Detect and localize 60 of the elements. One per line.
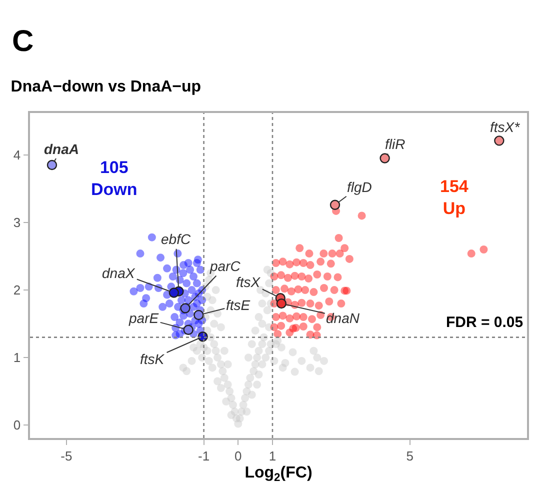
annotation: ftsX* [490, 119, 520, 135]
y-tick-label: 1 [13, 350, 21, 366]
point [168, 288, 180, 298]
point [494, 136, 504, 146]
point [192, 259, 201, 267]
point [183, 324, 194, 335]
text: C [12, 25, 34, 58]
annotation: parC [209, 258, 242, 274]
annotation: 105 Down [91, 158, 138, 200]
point [136, 250, 144, 258]
y-tick-label: 0 [13, 418, 21, 433]
chart-title: DnaA−down vs DnaA−up [10, 78, 202, 96]
x-tick-label: 0 [234, 448, 242, 464]
point [163, 264, 172, 272]
annotation: parE [128, 310, 160, 326]
annotation: dnaA [44, 141, 79, 157]
point [179, 269, 188, 278]
x-tick-label: -5 [60, 448, 72, 464]
annotation: flgD [347, 179, 372, 195]
point [170, 313, 179, 322]
y-tick-label: 3 [13, 215, 21, 230]
point [189, 272, 198, 281]
annotation: FDR = 0.05 [446, 314, 524, 331]
x-axis-title: Log$_{2}$(FC) [244, 464, 312, 484]
point [136, 284, 144, 292]
x-tick-label: 5 [406, 448, 414, 464]
point [380, 153, 390, 164]
point [196, 266, 204, 274]
point [165, 300, 174, 308]
annotation: ftsX [236, 274, 261, 290]
point [180, 303, 190, 314]
annotation: fliR [385, 136, 406, 152]
point [276, 298, 287, 309]
annotation: 154 Up [440, 177, 469, 218]
point [46, 160, 58, 170]
point [177, 296, 186, 304]
point [156, 254, 165, 262]
point [188, 286, 196, 294]
annotation: dnaX [102, 265, 136, 281]
point [184, 259, 192, 267]
point [194, 310, 204, 320]
point [168, 272, 177, 281]
annotation: ebfC [161, 231, 192, 247]
annotation: ftsE [226, 297, 251, 313]
point [130, 287, 138, 296]
point [186, 266, 194, 274]
annotation: ftsK [140, 351, 165, 367]
point [182, 279, 191, 288]
point [148, 233, 156, 242]
point [330, 200, 340, 210]
point [153, 274, 162, 282]
y-tick-label: 2 [13, 282, 21, 298]
point [176, 318, 184, 326]
y-tick-label: 4 [13, 147, 21, 162]
x-tick-label: -1 [198, 448, 210, 464]
point [192, 279, 201, 288]
point [158, 302, 167, 311]
x-tick-label: 1 [268, 448, 276, 464]
point [140, 300, 148, 308]
annotation: dnaN [326, 310, 360, 326]
